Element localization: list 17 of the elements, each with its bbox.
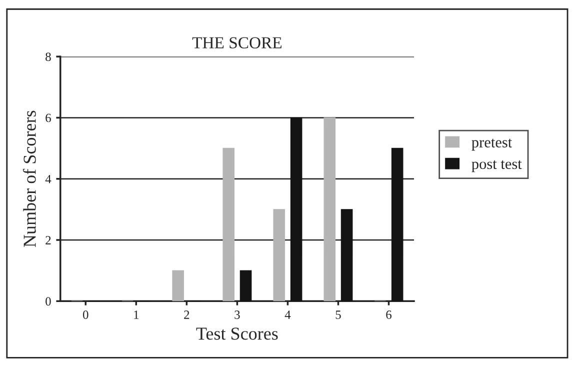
legend-label: post test: [472, 160, 522, 172]
chart-title: THE SCORE: [192, 37, 282, 48]
y-tick-label: 6: [46, 114, 51, 122]
y-axis-title: Number of Scorers: [22, 110, 36, 248]
y-tick-label: 4: [45, 174, 52, 184]
y-tick-label: 8: [46, 52, 51, 62]
x-tick-label: 1: [134, 310, 139, 319]
x-tick-label: 2: [184, 310, 190, 319]
x-tick-label: 4: [284, 310, 291, 319]
y-tick-label: 2: [46, 236, 51, 244]
x-tick-label: 3: [234, 310, 240, 319]
legend-label: pretest: [472, 138, 512, 151]
x-axis-title: Test Scores: [196, 328, 278, 340]
x-tick-label: 0: [82, 310, 88, 319]
x-tick-label: 6: [386, 310, 392, 319]
y-tick-label: 0: [46, 297, 51, 306]
x-tick-label: 5: [336, 310, 341, 319]
